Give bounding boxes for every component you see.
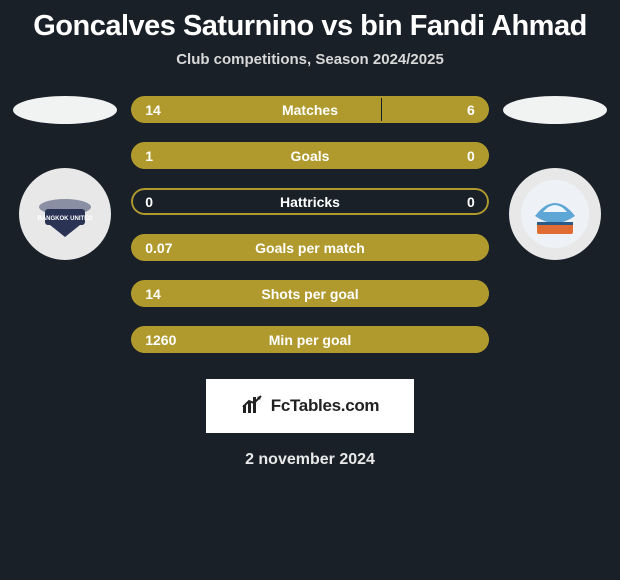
stat-bar: 0.07Goals per match (131, 234, 489, 261)
stat-bar: 1Goals0 (131, 142, 489, 169)
stat-bar: 1260Min per goal (131, 326, 489, 353)
club-logo-right (509, 168, 601, 260)
page-title: Goncalves Saturnino vs bin Fandi Ahmad (10, 0, 610, 51)
date-line: 2 november 2024 (10, 451, 610, 469)
brand-box: FcTables.com (206, 379, 414, 433)
avatar-left (13, 96, 117, 124)
stat-label: Goals (131, 148, 489, 164)
brand-text: FcTables.com (271, 396, 380, 416)
stat-bar: 14Matches6 (131, 96, 489, 123)
subtitle: Club competitions, Season 2024/2025 (10, 51, 610, 96)
stat-label: Hattricks (131, 194, 489, 210)
brand-chart-icon (241, 393, 267, 420)
stat-right-value: 0 (467, 194, 475, 210)
stat-bar: 14Shots per goal (131, 280, 489, 307)
stat-label: Shots per goal (131, 286, 489, 302)
avatar-right (503, 96, 607, 124)
club-badge-right-icon (517, 176, 593, 252)
stat-label: Min per goal (131, 332, 489, 348)
stat-label: Matches (131, 102, 489, 118)
player-left-col: BANGKOK UNITED (10, 96, 119, 260)
stat-label: Goals per match (131, 240, 489, 256)
club-logo-left: BANGKOK UNITED (19, 168, 111, 260)
comparison-row: BANGKOK UNITED 14Matches61Goals00Hattric… (10, 96, 610, 353)
stat-right-value: 0 (467, 148, 475, 164)
bars-column: 14Matches61Goals00Hattricks00.07Goals pe… (131, 96, 489, 353)
stat-bar: 0Hattricks0 (131, 188, 489, 215)
stat-right-value: 6 (467, 102, 475, 118)
player-right-col (501, 96, 610, 260)
svg-text:BANGKOK UNITED: BANGKOK UNITED (37, 216, 93, 222)
club-badge-left-icon: BANGKOK UNITED (30, 179, 100, 249)
